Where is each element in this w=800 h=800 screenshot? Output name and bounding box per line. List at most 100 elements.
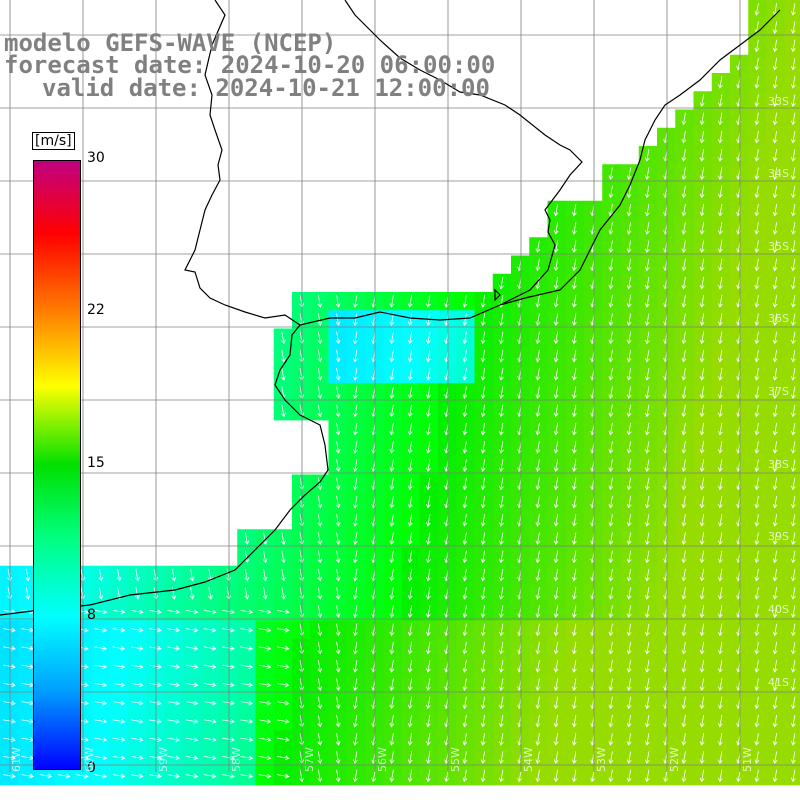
wind-arrow <box>462 751 468 765</box>
wind-arrow <box>791 368 796 381</box>
wind-arrow <box>499 441 504 454</box>
wind-arrow <box>718 641 723 655</box>
wind-arrow <box>280 532 286 546</box>
wind-arrow <box>645 167 650 181</box>
wind-arrow <box>791 660 796 673</box>
wind-cell <box>784 146 800 165</box>
lon-label: 52W <box>668 747 681 772</box>
wind-arrow <box>276 664 290 669</box>
wind-arrow <box>462 368 468 381</box>
wind-arrow <box>389 623 395 637</box>
wind-arrow <box>791 149 796 162</box>
wind-arrow <box>681 386 687 400</box>
wind-arrow <box>718 130 723 144</box>
wind-arrow <box>572 532 577 546</box>
wind-arrow <box>772 349 778 363</box>
wind-arrow <box>791 532 796 546</box>
wind-cell <box>784 273 800 293</box>
wind-cell <box>784 255 800 275</box>
wind-arrow <box>185 664 199 669</box>
wind-arrow <box>608 404 614 418</box>
wind-arrow <box>426 714 431 728</box>
wind-arrow <box>262 550 268 564</box>
wind-arrow <box>112 700 126 706</box>
wind-arrow <box>791 331 796 345</box>
wind-arrow <box>608 441 614 454</box>
wind-arrow <box>553 733 559 746</box>
wind-arrow <box>407 459 413 473</box>
wind-arrow <box>167 645 181 651</box>
wind-arrow <box>718 349 723 363</box>
wind-arrow <box>353 550 358 564</box>
wind-arrow <box>608 495 614 509</box>
wind-arrow <box>222 645 235 651</box>
wind-arrow <box>258 682 272 688</box>
lon-label: 60W <box>83 747 96 772</box>
wind-arrow <box>772 94 778 108</box>
wind-arrow <box>203 682 217 688</box>
wind-arrow <box>276 627 290 633</box>
wind-arrow <box>754 39 760 53</box>
wind-arrow <box>499 349 504 363</box>
wind-arrow <box>553 696 559 710</box>
wind-arrow <box>167 627 181 633</box>
wind-arrow <box>499 495 504 509</box>
wind-arrow <box>645 495 650 509</box>
wind-cell <box>784 675 800 695</box>
wind-arrow <box>572 295 577 308</box>
wind-cell <box>784 419 800 439</box>
wind-arrow <box>572 240 577 254</box>
wind-arrow <box>645 203 650 217</box>
wind-arrow <box>681 660 687 673</box>
wind-arrow <box>244 568 250 582</box>
wind-arrow <box>426 477 431 491</box>
wind-arrow <box>130 664 144 669</box>
wind-arrow <box>276 645 290 651</box>
wind-arrow <box>772 21 778 35</box>
wind-arrow <box>335 550 341 564</box>
wind-arrow <box>572 733 577 746</box>
wind-arrow <box>149 609 162 615</box>
wind-cell <box>784 164 800 184</box>
wind-arrow <box>499 751 504 765</box>
wind-arrow <box>608 514 614 527</box>
wind-arrow <box>553 714 559 728</box>
wind-arrow <box>772 313 778 327</box>
wind-arrow <box>389 532 395 546</box>
wind-arrow <box>317 404 323 418</box>
wind-arrow <box>407 550 413 564</box>
wind-arrow <box>535 276 541 290</box>
wind-arrow <box>134 587 140 600</box>
wind-arrow <box>167 718 181 724</box>
title-valid-date: valid date: 2024-10-21 12:00:00 <box>42 74 490 102</box>
wind-cell <box>784 565 800 585</box>
lon-label: 54W <box>522 747 535 772</box>
wind-arrow <box>462 678 468 692</box>
wind-arrow <box>645 678 650 692</box>
wind-arrow <box>112 718 126 724</box>
wind-arrow <box>480 514 486 527</box>
wind-arrow <box>3 645 16 651</box>
wind-cell <box>784 657 800 676</box>
wind-arrow <box>608 167 614 181</box>
wind-arrow <box>572 477 577 491</box>
wind-arrow <box>699 587 705 600</box>
wind-arrow <box>754 130 760 144</box>
wind-cell <box>784 328 800 348</box>
wind-cell <box>784 620 800 640</box>
wind-arrow <box>317 568 323 582</box>
wind-arrow <box>626 240 632 254</box>
wind-arrow <box>772 130 778 144</box>
wind-arrow <box>222 737 235 742</box>
wind-arrow <box>718 386 723 400</box>
wind-arrow <box>754 386 760 400</box>
wind-arrow <box>699 532 705 546</box>
wind-arrow <box>791 459 796 473</box>
wind-arrow <box>553 441 559 454</box>
wind-arrow <box>535 422 541 436</box>
wind-arrow <box>754 240 760 254</box>
wind-arrow <box>353 295 358 308</box>
wind-arrow <box>203 645 217 651</box>
wind-arrow <box>718 76 723 89</box>
wind-arrow <box>681 514 687 527</box>
